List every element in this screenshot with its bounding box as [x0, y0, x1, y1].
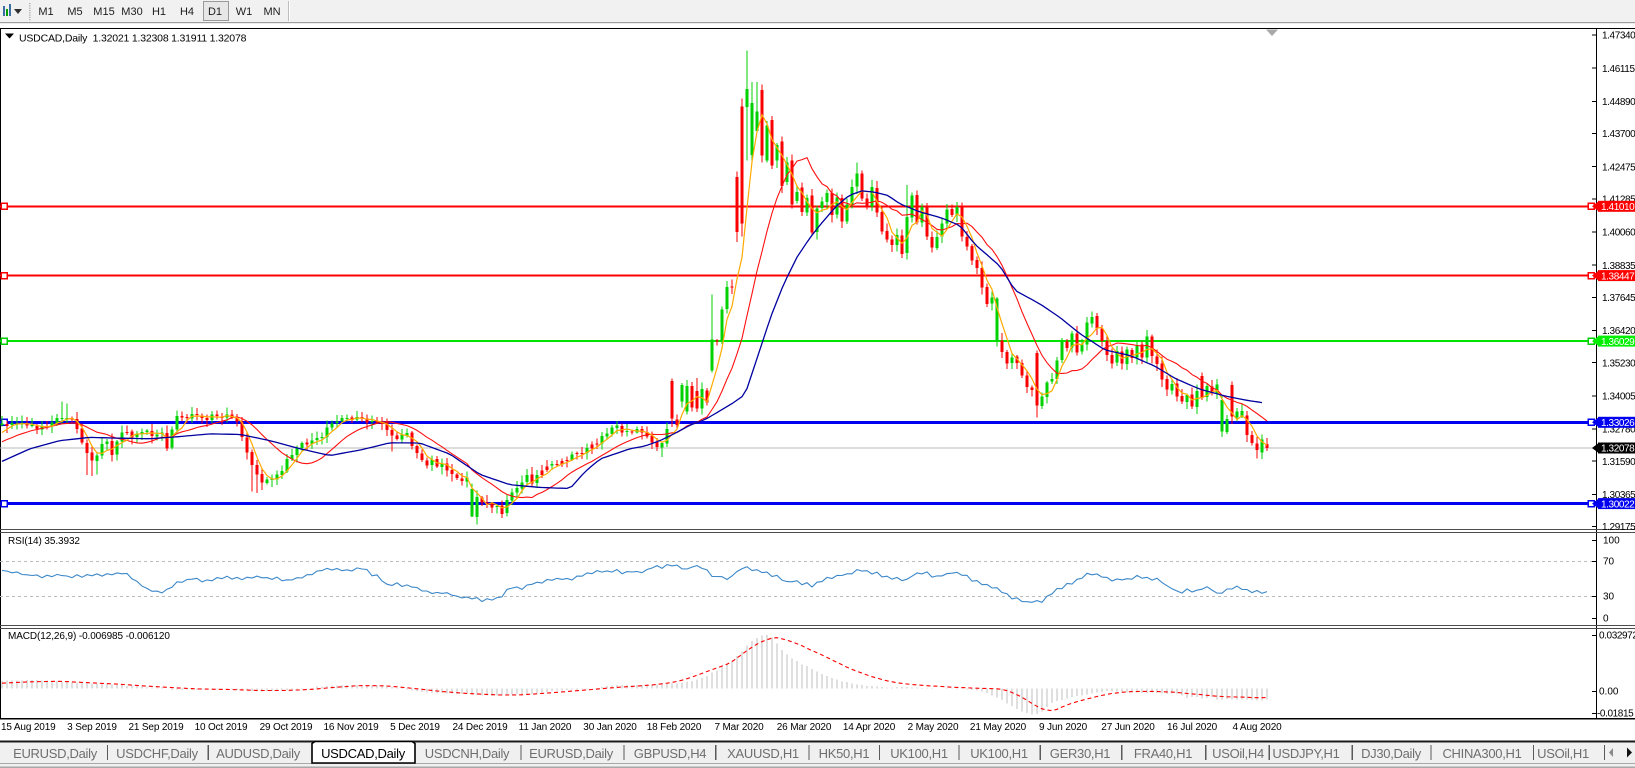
- svg-text:HK50,H1: HK50,H1: [819, 746, 870, 761]
- svg-text:9 Jun 2020: 9 Jun 2020: [1039, 722, 1088, 733]
- svg-text:27 Jun 2020: 27 Jun 2020: [1101, 722, 1155, 733]
- svg-text:UK100,H1: UK100,H1: [890, 746, 948, 761]
- svg-text:5 Dec 2019: 5 Dec 2019: [390, 722, 440, 733]
- svg-text:15 Aug 2019: 15 Aug 2019: [1, 722, 56, 733]
- svg-text:1.40060: 1.40060: [1602, 228, 1635, 239]
- svg-text:1.36420: 1.36420: [1602, 326, 1635, 337]
- svg-text:1.44890: 1.44890: [1602, 97, 1635, 108]
- svg-text:H4: H4: [180, 6, 194, 18]
- svg-text:70: 70: [1603, 557, 1615, 568]
- svg-text:0: 0: [1603, 614, 1609, 625]
- svg-text:4 Aug 2020: 4 Aug 2020: [1232, 722, 1282, 733]
- svg-text:21 Sep 2019: 21 Sep 2019: [128, 722, 184, 733]
- svg-text:MACD(12,26,9) -0.006985 -0.006: MACD(12,26,9) -0.006985 -0.006120: [8, 631, 170, 642]
- svg-text:1.30022: 1.30022: [1601, 499, 1635, 510]
- svg-text:MN: MN: [263, 6, 280, 18]
- svg-text:1.37645: 1.37645: [1602, 293, 1635, 304]
- svg-text:EURUSD,Daily: EURUSD,Daily: [13, 746, 98, 761]
- svg-text:RSI(14) 35.3932: RSI(14) 35.3932: [8, 536, 80, 547]
- svg-text:FRA40,H1: FRA40,H1: [1134, 746, 1192, 761]
- svg-text:M15: M15: [93, 6, 114, 18]
- svg-text:D1: D1: [208, 6, 222, 18]
- svg-text:1.29175: 1.29175: [1602, 522, 1635, 533]
- svg-text:2 May 2020: 2 May 2020: [908, 722, 959, 733]
- svg-text:M30: M30: [121, 6, 142, 18]
- svg-text:29 Oct 2019: 29 Oct 2019: [260, 722, 313, 733]
- svg-text:10 Oct 2019: 10 Oct 2019: [195, 722, 248, 733]
- svg-text:UK100,H1: UK100,H1: [970, 746, 1028, 761]
- svg-text:AUDUSD,Daily: AUDUSD,Daily: [216, 746, 301, 761]
- svg-text:18 Feb 2020: 18 Feb 2020: [647, 722, 702, 733]
- svg-text:1.33026: 1.33026: [1601, 418, 1635, 429]
- svg-text:GBPUSD,H4: GBPUSD,H4: [634, 746, 707, 761]
- svg-text:1.31590: 1.31590: [1602, 457, 1635, 468]
- svg-text:7 Mar 2020: 7 Mar 2020: [714, 722, 764, 733]
- svg-text:1.34005: 1.34005: [1602, 392, 1635, 403]
- svg-text:-0.01815: -0.01815: [1597, 709, 1634, 720]
- svg-text:GER30,H1: GER30,H1: [1050, 746, 1111, 761]
- svg-text:1.32780: 1.32780: [1602, 425, 1635, 436]
- svg-text:1.38447: 1.38447: [1601, 271, 1635, 282]
- svg-text:1.32078: 1.32078: [1601, 444, 1635, 455]
- svg-text:M5: M5: [67, 6, 82, 18]
- svg-text:CHINA300,H1: CHINA300,H1: [1442, 746, 1521, 761]
- svg-text:1.42475: 1.42475: [1602, 162, 1635, 173]
- svg-text:16 Jul 2020: 16 Jul 2020: [1167, 722, 1218, 733]
- svg-text:USOil,H1: USOil,H1: [1537, 746, 1589, 761]
- svg-text:14 Apr 2020: 14 Apr 2020: [843, 722, 896, 733]
- svg-text:30: 30: [1603, 592, 1615, 603]
- svg-text:USOil,H4: USOil,H4: [1212, 746, 1264, 761]
- svg-text:USDCNH,Daily: USDCNH,Daily: [425, 746, 510, 761]
- svg-text:1.43700: 1.43700: [1602, 129, 1635, 140]
- svg-text:1.46115: 1.46115: [1602, 64, 1635, 75]
- svg-text:H1: H1: [152, 6, 166, 18]
- svg-text:26 Mar 2020: 26 Mar 2020: [777, 722, 832, 733]
- svg-text:0.00: 0.00: [1599, 687, 1619, 698]
- svg-text:1.41010: 1.41010: [1601, 202, 1635, 213]
- svg-text:DJ30,Daily: DJ30,Daily: [1361, 746, 1422, 761]
- svg-text:21 May 2020: 21 May 2020: [970, 722, 1027, 733]
- svg-text:11 Jan 2020: 11 Jan 2020: [519, 722, 572, 733]
- svg-text:1.38835: 1.38835: [1602, 261, 1635, 272]
- svg-text:0.032972: 0.032972: [1599, 631, 1635, 642]
- svg-text:1.41285: 1.41285: [1602, 195, 1635, 206]
- svg-text:24 Dec 2019: 24 Dec 2019: [452, 722, 508, 733]
- svg-text:USDCAD,Daily: USDCAD,Daily: [321, 746, 406, 761]
- svg-text:W1: W1: [236, 6, 253, 18]
- svg-text:1.36029: 1.36029: [1601, 337, 1635, 348]
- svg-text:1.30365: 1.30365: [1602, 490, 1635, 501]
- svg-text:1.35230: 1.35230: [1602, 358, 1635, 369]
- svg-text:EURUSD,Daily: EURUSD,Daily: [529, 746, 614, 761]
- svg-text:XAUUSD,H1: XAUUSD,H1: [727, 746, 799, 761]
- svg-text:30 Jan 2020: 30 Jan 2020: [583, 722, 637, 733]
- svg-text:1.47340: 1.47340: [1602, 31, 1635, 42]
- svg-text:M1: M1: [38, 6, 53, 18]
- svg-text:100: 100: [1603, 536, 1620, 547]
- svg-text:16 Nov 2019: 16 Nov 2019: [323, 722, 379, 733]
- svg-text:USDCHF,Daily: USDCHF,Daily: [116, 746, 198, 761]
- svg-text:3 Sep 2019: 3 Sep 2019: [67, 722, 117, 733]
- svg-text:USDCAD,Daily 1.32021 1.32308: USDCAD,Daily 1.32021 1.32308 1.31911 1.3…: [19, 33, 247, 45]
- svg-text:USDJPY,H1: USDJPY,H1: [1272, 746, 1339, 761]
